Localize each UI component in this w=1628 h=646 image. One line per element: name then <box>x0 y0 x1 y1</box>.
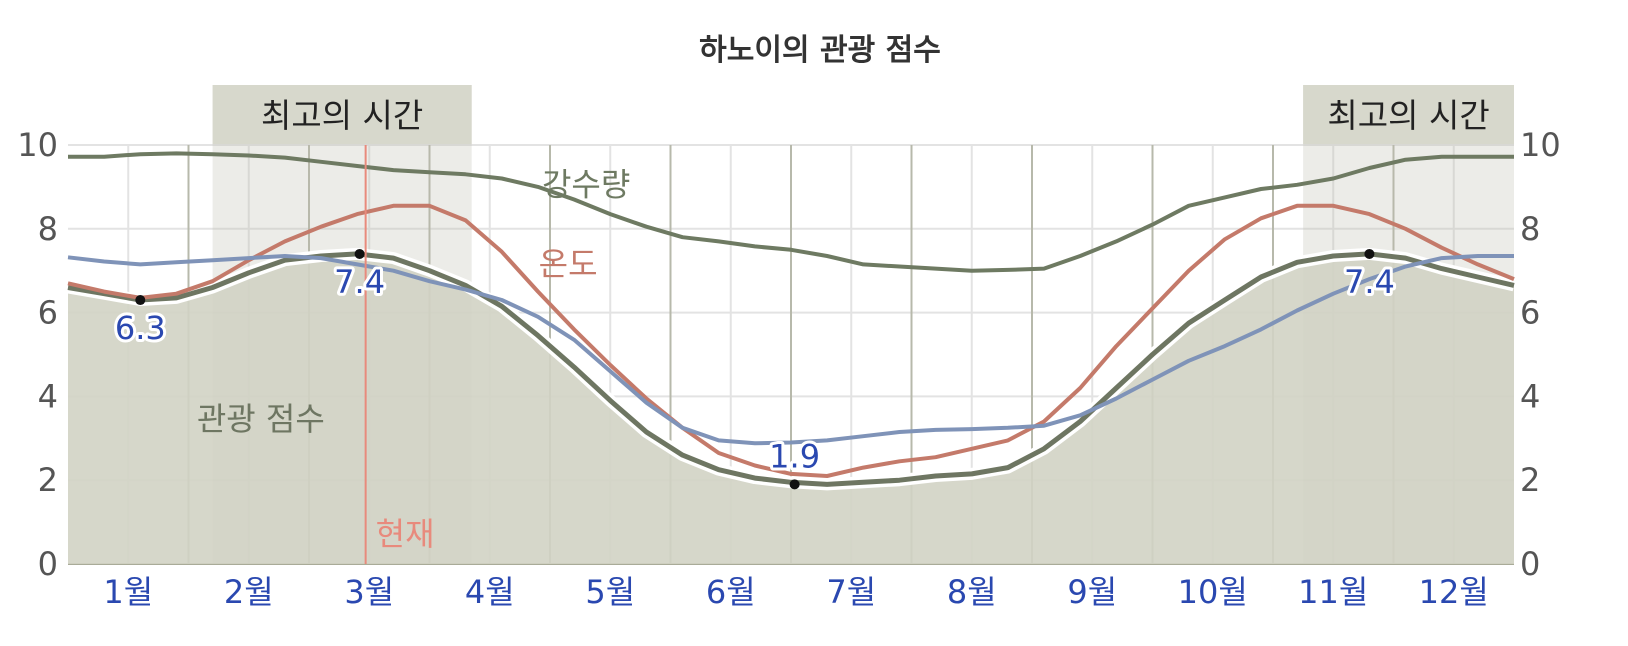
current-label: 현재 <box>376 515 435 553</box>
x-tick-0: 1월 <box>103 573 153 611</box>
x-tick-11: 12월 <box>1419 573 1489 611</box>
point-marker-0 <box>135 295 146 306</box>
y-tick-left-2: 4 <box>38 377 58 415</box>
best-time-label-1: 최고의 시간 <box>1327 96 1489 135</box>
best-time-label-0: 최고의 시간 <box>261 96 423 135</box>
x-tick-1: 2월 <box>224 573 274 611</box>
point-label-1: 7.4 <box>334 263 385 301</box>
point-label-0: 6.3 <box>115 309 166 347</box>
y-tick-right-1: 2 <box>1520 461 1540 499</box>
chart-title: 하노이의 관광 점수 <box>699 33 941 68</box>
x-tick-9: 10월 <box>1178 573 1248 611</box>
y-tick-left-1: 2 <box>38 461 58 499</box>
x-axis: 1월 2월 3월 4월 5월 6월 7월 8월 9월 10월 11월 12월 <box>103 573 1488 611</box>
x-tick-8: 9월 <box>1067 573 1117 611</box>
x-tick-6: 7월 <box>826 573 876 611</box>
y-tick-right-3: 6 <box>1520 294 1540 332</box>
series-label-0: 관광 점수 <box>197 400 325 438</box>
y-tick-right-2: 4 <box>1520 377 1540 415</box>
x-tick-2: 3월 <box>344 573 394 611</box>
y-tick-left-3: 6 <box>38 294 58 332</box>
series-line-1 <box>68 151 1514 273</box>
point-marker-1 <box>354 248 365 259</box>
y-tick-left-0: 0 <box>38 545 58 583</box>
x-tick-5: 6월 <box>706 573 756 611</box>
point-label-3: 7.4 <box>1344 263 1395 301</box>
point-marker-3 <box>1364 248 1375 259</box>
point-marker-2 <box>789 479 800 490</box>
x-tick-10: 11월 <box>1298 573 1368 611</box>
best-time-header-1 <box>1303 85 1514 144</box>
y-tick-right-5: 10 <box>1520 126 1561 164</box>
x-tick-7: 8월 <box>947 573 997 611</box>
y-tick-left-5: 10 <box>17 126 58 164</box>
point-label-2: 1.9 <box>769 437 820 475</box>
y-axis: 0 0 2 2 4 4 6 6 8 8 10 10 <box>17 126 1560 583</box>
series-line-3 <box>67 254 1514 446</box>
y-tick-right-0: 0 <box>1520 545 1540 583</box>
y-tick-right-4: 8 <box>1520 210 1540 248</box>
x-tick-3: 4월 <box>465 573 515 611</box>
point-labels: 6.3 7.4 1.9 7.4 <box>112 248 1398 490</box>
current-marker: 현재 <box>364 145 435 564</box>
y-tick-left-4: 8 <box>38 210 58 248</box>
tourism-score-area <box>68 253 1514 564</box>
series-label-1: 강수량 <box>542 165 630 203</box>
series-line-2 <box>67 203 1515 478</box>
tourism-score-area-fill <box>68 253 1514 564</box>
best-time-header-0 <box>212 85 472 144</box>
series-label-2: 온도 <box>539 245 598 283</box>
x-tick-4: 5월 <box>585 573 635 611</box>
